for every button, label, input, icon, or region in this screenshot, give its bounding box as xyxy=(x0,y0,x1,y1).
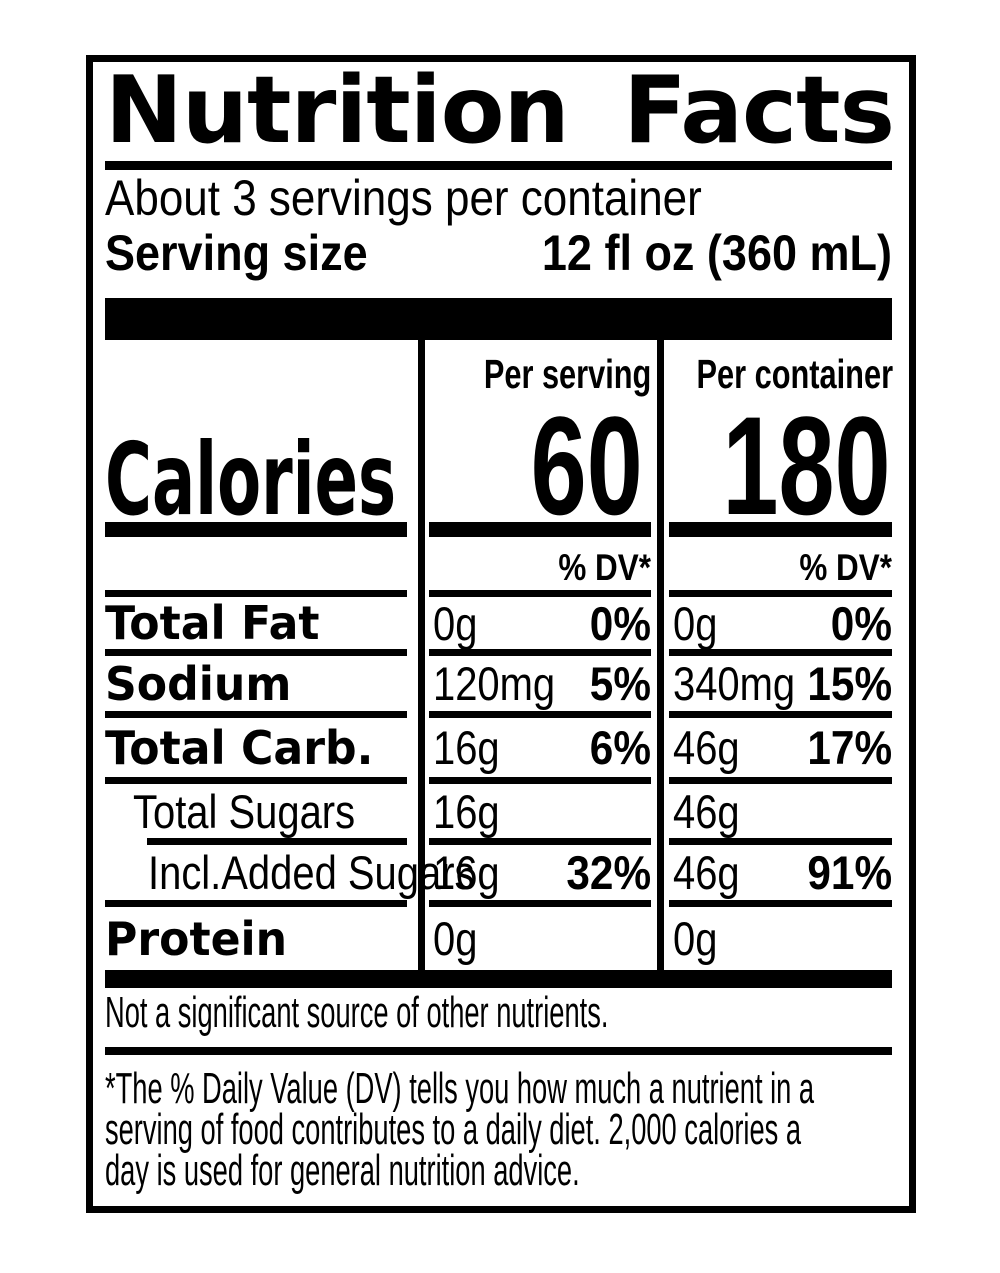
calories-underbar-col3 xyxy=(669,522,892,537)
container-dv: 15% xyxy=(807,657,892,710)
row-rule xyxy=(429,838,651,845)
per-serving-header: Per serving xyxy=(483,351,651,397)
title-divider-rule xyxy=(105,161,892,170)
dv-footnote: *The % Daily Value (DV) tells you how mu… xyxy=(105,1064,1000,1195)
serving-size-value: 12 fl oz (360 mL) xyxy=(541,225,892,281)
container-amount: 340mg xyxy=(673,657,796,710)
calories-underbar-col1 xyxy=(105,522,407,537)
dv-header-serving: % DV* xyxy=(558,547,651,588)
servings-per-container: About 3 servings per container xyxy=(105,170,702,226)
serving-size-row: Serving size 12 fl oz (360 mL) xyxy=(105,225,892,281)
calories-per-serving-value: 60 xyxy=(530,387,643,544)
dv-rule-col3 xyxy=(669,590,892,597)
dv-header-row: % DV* % DV* xyxy=(93,547,909,589)
footnote-line-1: *The % Daily Value (DV) tells you how mu… xyxy=(105,1064,815,1113)
row-rule xyxy=(105,649,407,656)
nutrient-name: Incl.Added Sugars xyxy=(148,846,475,899)
row-rule xyxy=(105,900,407,907)
thick-bar-top xyxy=(105,298,892,340)
nutrient-row-total-carb: Total Carb. 16g 6% 46g 17% xyxy=(93,718,909,777)
serving-dv: 32% xyxy=(566,846,651,899)
serving-dv: 5% xyxy=(589,657,651,710)
dv-header-container: % DV* xyxy=(799,547,892,588)
row-rule xyxy=(429,777,651,784)
column-divider-2 xyxy=(657,340,664,970)
serving-dv: 6% xyxy=(589,721,651,774)
serving-amount: 0g xyxy=(433,596,478,650)
panel-title-word-1: Nutrition xyxy=(105,56,570,164)
serving-amount: 0g xyxy=(433,912,478,965)
row-rule xyxy=(669,838,892,845)
container-dv: 17% xyxy=(807,721,892,774)
nutrition-facts-panel: Nutrition Facts About 3 servings per con… xyxy=(86,55,916,1213)
footnote-line-3: day is used for general nutrition advice… xyxy=(105,1146,580,1195)
container-amount: 0g xyxy=(673,912,718,965)
calories-label: Calories xyxy=(105,421,397,538)
row-rule xyxy=(669,777,892,784)
nutrient-name: Total Fat xyxy=(105,596,320,650)
container-amount: 46g xyxy=(673,846,740,899)
serving-amount: 16g xyxy=(433,721,500,774)
panel-title: Nutrition Facts xyxy=(105,56,895,164)
row-rule xyxy=(105,777,407,784)
nutrient-row-added-sugars: Incl.Added Sugars 16g 32% 46g 91% xyxy=(93,845,909,900)
serving-amount: 120mg xyxy=(433,657,556,710)
calories-per-container-value: 180 xyxy=(722,387,891,544)
nutrient-name: Sodium xyxy=(105,656,292,711)
container-dv: 91% xyxy=(807,846,892,899)
row-rule xyxy=(669,711,892,718)
row-rule-indented xyxy=(147,838,407,845)
nutrient-row-sodium: Sodium 120mg 5% 340mg 15% xyxy=(93,656,909,711)
container-dv: 0% xyxy=(830,596,892,650)
nutrient-name: Total Sugars xyxy=(133,784,356,838)
footnote-divider-rule xyxy=(105,1047,892,1055)
serving-amount: 16g xyxy=(433,846,500,899)
calories-underbar-col2 xyxy=(429,522,651,537)
row-rule xyxy=(105,711,407,718)
row-rule xyxy=(429,711,651,718)
serving-size-label: Serving size xyxy=(105,225,368,281)
nutrient-row-total-sugars: Total Sugars 16g 46g xyxy=(93,784,909,838)
dv-rule-col1 xyxy=(105,590,407,597)
serving-amount: 16g xyxy=(433,784,500,838)
container-amount: 0g xyxy=(673,596,718,650)
row-rule xyxy=(429,649,651,656)
column-divider-1 xyxy=(418,340,425,970)
row-rule xyxy=(429,900,651,907)
nutrient-row-total-fat: Total Fat 0g 0% 0g 0% xyxy=(93,596,909,650)
not-significant-note: Not a significant source of other nutrie… xyxy=(105,988,609,1037)
row-rule xyxy=(669,900,892,907)
nutrient-name: Total Carb. xyxy=(105,720,374,775)
row-rule xyxy=(669,649,892,656)
per-container-header: Per container xyxy=(696,351,893,397)
container-amount: 46g xyxy=(673,784,740,838)
serving-dv: 0% xyxy=(589,596,651,650)
panel-title-word-2: Facts xyxy=(623,56,895,164)
thick-bar-bottom xyxy=(105,970,892,988)
footnote-line-2: serving of food contributes to a daily d… xyxy=(105,1105,802,1154)
container-amount: 46g xyxy=(673,721,740,774)
nutrient-row-protein: Protein 0g 0g xyxy=(93,907,909,970)
dv-rule-col2 xyxy=(429,590,651,597)
nutrient-name: Protein xyxy=(105,911,288,966)
